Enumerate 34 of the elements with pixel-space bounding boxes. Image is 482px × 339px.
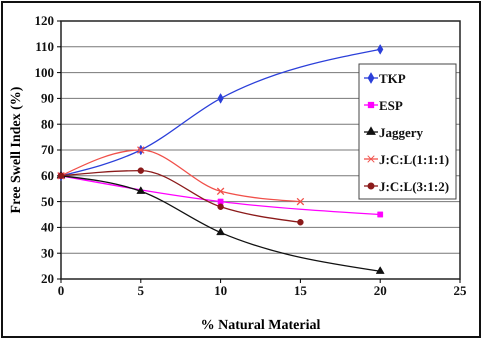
- legend-label: ESP: [379, 98, 403, 113]
- legend-label: Jaggery: [379, 125, 424, 140]
- point: [217, 204, 224, 210]
- x-axis-title: % Natural Material: [200, 318, 320, 333]
- point: [138, 167, 144, 174]
- y-tick-label: 90: [41, 90, 54, 106]
- point: [296, 198, 304, 206]
- y-axis-title: Free Swell Index (%): [9, 86, 24, 214]
- point: [136, 186, 146, 194]
- y-tick-label: 50: [41, 194, 54, 209]
- x-tick-label: 25: [454, 283, 467, 298]
- x-tick-label: 5: [138, 283, 145, 298]
- point: [297, 219, 304, 226]
- legend-label: J:C:L(3:1:2): [379, 179, 450, 194]
- y-tick-label: 20: [41, 271, 54, 286]
- y-tick-label: 120: [34, 13, 54, 28]
- point: [216, 228, 225, 236]
- point: [376, 266, 384, 274]
- y-tick-label: 70: [41, 142, 54, 158]
- point: [218, 198, 224, 204]
- y-tick-label: 80: [41, 116, 54, 132]
- point: [377, 212, 384, 218]
- y-tick-label: 30: [41, 245, 54, 260]
- y-tick-label: 110: [35, 38, 54, 54]
- legend-label: J:C:L(1:1:1): [379, 152, 450, 167]
- y-tick-label: 60: [41, 168, 54, 183]
- y-tick-label: 40: [41, 220, 54, 235]
- x-tick-label: 10: [214, 283, 228, 298]
- x-tick-label: 20: [374, 283, 387, 298]
- x-tick-label: 0: [58, 283, 64, 298]
- y-tick-label: 100: [34, 64, 54, 80]
- point: [216, 187, 225, 196]
- legend-label: TKP: [379, 71, 406, 86]
- x-tick-label: 15: [294, 283, 308, 298]
